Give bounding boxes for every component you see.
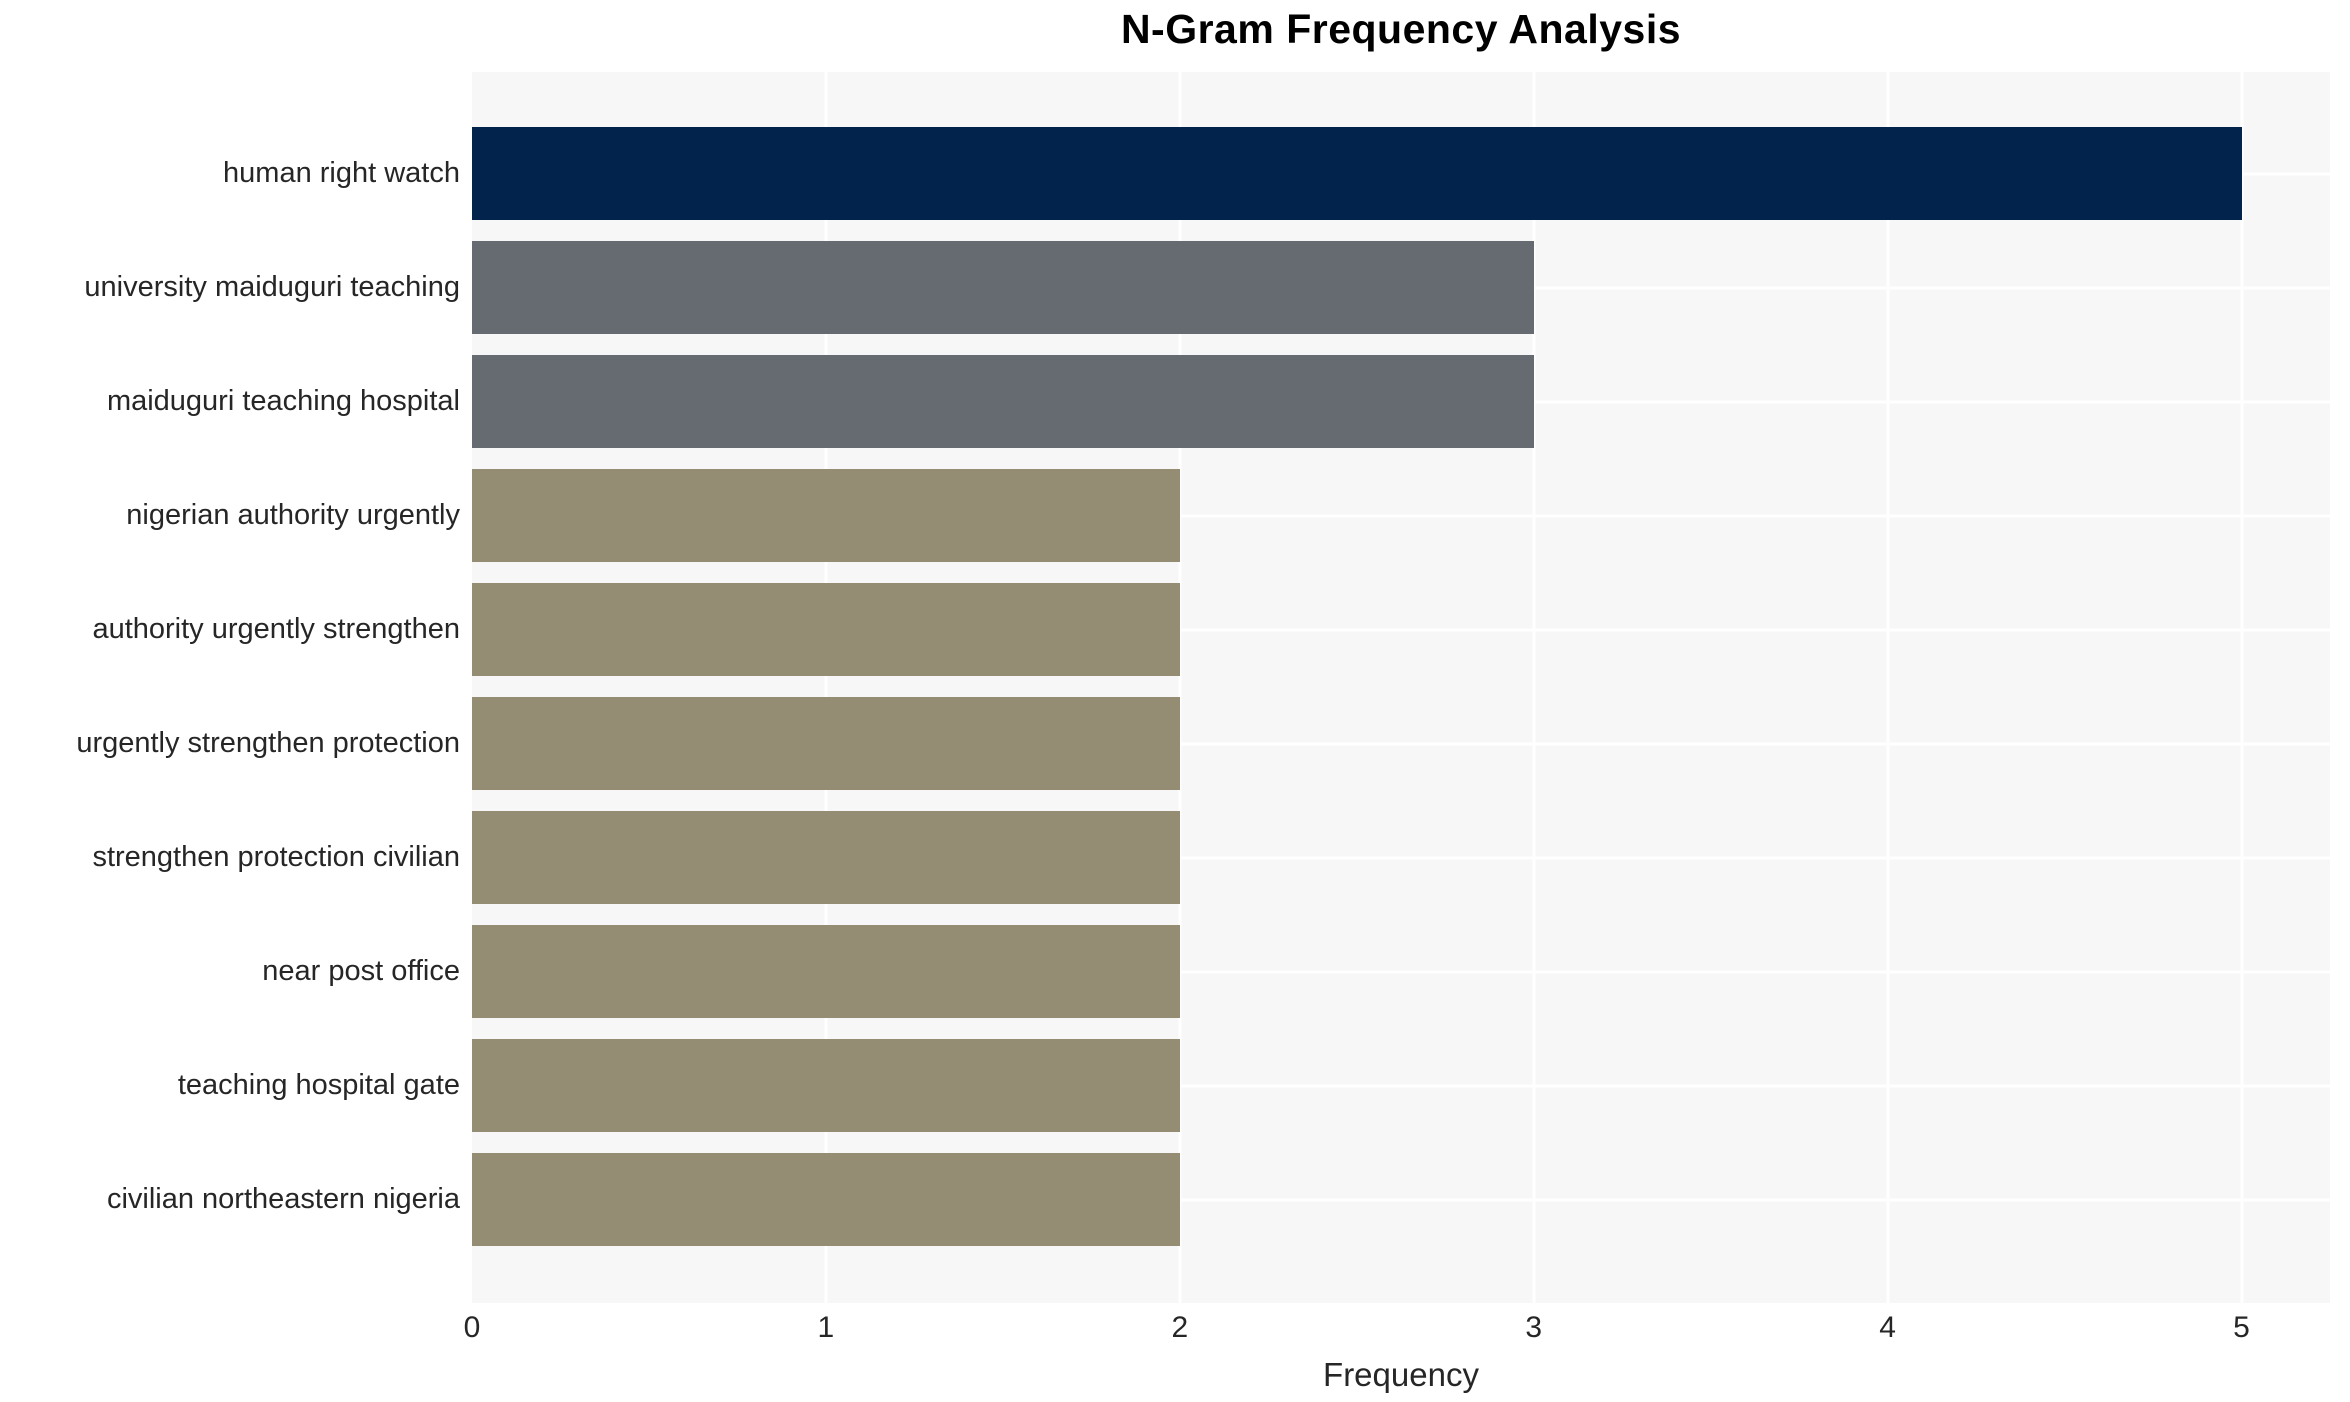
bar-rows <box>472 72 2330 1303</box>
bar-row <box>472 241 2330 334</box>
y-axis: human right watch university maiduguri te… <box>0 72 460 1303</box>
chart-title: N-Gram Frequency Analysis <box>1120 6 1682 52</box>
y-tick-label: civilian northeastern nigeria <box>106 1183 460 1215</box>
gridline <box>1886 72 1890 1303</box>
bar <box>472 355 1534 448</box>
plot-area <box>472 72 2330 1303</box>
gridline <box>2240 72 2244 1303</box>
x-tick-label: 0 <box>463 1311 481 1344</box>
x-tick-label: 3 <box>1525 1311 1543 1344</box>
y-tick-label: urgently strengthen protection <box>76 727 460 759</box>
x-axis-label: Frequency <box>1323 1356 1479 1393</box>
bar-row <box>472 1153 2330 1246</box>
gridline <box>472 856 2330 859</box>
bar <box>472 697 1180 790</box>
bar-row <box>472 355 2330 448</box>
y-tick-label: university maiduguri teaching <box>84 271 460 303</box>
bar <box>472 1039 1180 1132</box>
bar-row <box>472 583 2330 676</box>
y-tick-label: near post office <box>262 955 460 987</box>
gridline <box>472 970 2330 973</box>
x-axis: 0 1 2 3 4 5 <box>464 1311 2330 1347</box>
x-tick-label: 4 <box>1879 1311 1896 1344</box>
bar <box>472 469 1180 562</box>
y-tick-label: authority urgently strengthen <box>92 613 460 645</box>
gridline <box>472 628 2330 631</box>
bar-row <box>472 811 2330 904</box>
gridline <box>472 1084 2330 1087</box>
bar <box>472 925 1180 1018</box>
bar-row <box>472 697 2330 790</box>
bar <box>472 583 1180 676</box>
gridline <box>472 742 2330 745</box>
bar-row <box>472 127 2330 220</box>
gridline <box>1178 72 1182 1303</box>
y-tick-label: human right watch <box>223 157 460 189</box>
bar <box>472 1153 1180 1246</box>
bar <box>472 241 1534 334</box>
x-tick-label: 5 <box>2233 1311 2250 1344</box>
bar <box>472 127 2242 220</box>
gridline <box>472 514 2330 517</box>
y-tick-label: teaching hospital gate <box>177 1069 460 1101</box>
y-tick-label: nigerian authority urgently <box>126 499 460 531</box>
bar-row <box>472 469 2330 562</box>
x-tick-label: 2 <box>1171 1311 1189 1344</box>
gridline <box>824 72 828 1303</box>
y-tick-label: maiduguri teaching hospital <box>106 385 460 417</box>
x-tick-label: 1 <box>817 1311 835 1344</box>
bar-row <box>472 1039 2330 1132</box>
bar-row <box>472 925 2330 1018</box>
bar <box>472 811 1180 904</box>
y-tick-label: strengthen protection civilian <box>92 841 460 873</box>
gridline <box>1532 72 1536 1303</box>
gridline <box>472 1198 2330 1201</box>
